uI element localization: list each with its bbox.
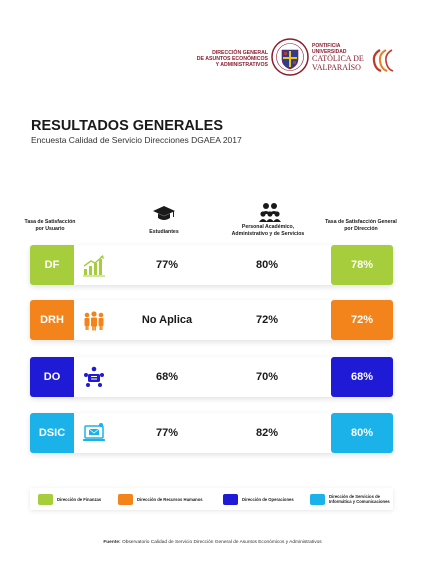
students-rate: 77% [155, 427, 179, 439]
overall-rate-badge: 72% [331, 300, 393, 340]
graduation-cap-icon [153, 206, 175, 220]
legend-label: Dirección de Servicios de Informática y … [329, 494, 390, 504]
department-line-1: DIRECCIÓN GENERAL [212, 50, 268, 56]
university-line-4: VALPARAÍSO [312, 62, 361, 72]
result-row-df: DF 77% 80% 78% [30, 245, 393, 285]
legend-label: Dirección de Finanzas [57, 496, 102, 502]
direction-code-badge: DSIC [30, 413, 74, 453]
result-row-drh: DRH No Aplica 72% 72% [30, 300, 393, 340]
source-note: Fuente: Observatorio Calidad de Servicio… [0, 540, 425, 545]
source-text: Observatorio Calidad de Servicio Direcci… [121, 540, 322, 545]
column-header-overall: Tasa de Satisfacción General por Direcci… [325, 219, 397, 232]
university-name: PONTIFICIA UNIVERSIDAD CATÓLICA DE VALPA… [312, 43, 372, 72]
column-header-user-rate: Tasa de Satisfacción por Usuario [24, 219, 76, 232]
source-label: Fuente: [103, 540, 121, 545]
team-people-icon [84, 311, 104, 331]
staff-rate: 70% [255, 371, 279, 383]
institution-logo-icon [372, 49, 394, 73]
department-name: DIRECCIÓN GENERAL DE ASUNTOS ECONÓMICOS … [150, 50, 268, 68]
overall-rate-badge: 80% [331, 413, 393, 453]
overall-rate-badge: 68% [331, 357, 393, 397]
staff-rate: 72% [255, 314, 279, 326]
legend-label: Dirección de Recursos Humanos [137, 496, 203, 502]
meeting-table-icon [84, 366, 104, 387]
legend-swatch [118, 493, 133, 505]
legend-item-recursos-humanos: Dirección de Recursos Humanos [118, 493, 217, 505]
legend-swatch [38, 493, 53, 505]
legend-swatch [223, 493, 238, 505]
direction-code-badge: DF [30, 245, 74, 285]
students-rate: No Aplica [141, 314, 193, 326]
staff-rate: 82% [255, 427, 279, 439]
direction-code-badge: DRH [30, 300, 74, 340]
legend-item-operaciones: Dirección de Operaciones [223, 493, 304, 505]
computer-email-icon [83, 423, 105, 441]
university-line-3: CATÓLICA DE [312, 54, 364, 64]
result-row-dsic: DSIC 77% 82% 80% [30, 413, 393, 453]
direction-code-badge: DO [30, 357, 74, 397]
group-people-icon [259, 203, 281, 222]
staff-rate: 80% [255, 259, 279, 271]
students-rate: 77% [155, 259, 179, 271]
department-line-2: DE ASUNTOS ECONÓMICOS [196, 56, 268, 62]
column-header-staff: Personal Académico, Administrativo y de … [231, 224, 305, 237]
page-subtitle: Encuesta Calidad de Servicio Direcciones… [31, 135, 242, 145]
page-title: RESULTADOS GENERALES [31, 118, 224, 134]
legend-swatch [310, 493, 325, 505]
legend-item-finanzas: Dirección de Finanzas [38, 493, 112, 505]
column-header-students: Estudiantes [149, 229, 179, 235]
legend-label: Dirección de Operaciones [242, 496, 294, 502]
university-line-1: PONTIFICIA [312, 43, 341, 49]
university-line-2: UNIVERSIDAD [312, 48, 347, 55]
legend: Dirección de Finanzas Dirección de Recur… [30, 488, 393, 510]
overall-rate-badge: 78% [331, 245, 393, 285]
university-seal-icon [271, 38, 309, 76]
growth-chart-icon [83, 255, 105, 277]
department-line-3: Y ADMINISTRATIVOS [215, 62, 268, 68]
students-rate: 68% [155, 371, 179, 383]
result-row-do: DO 68% 70% 68% [30, 357, 393, 397]
legend-item-informatica: Dirección de Servicios de Informática y … [310, 493, 403, 505]
